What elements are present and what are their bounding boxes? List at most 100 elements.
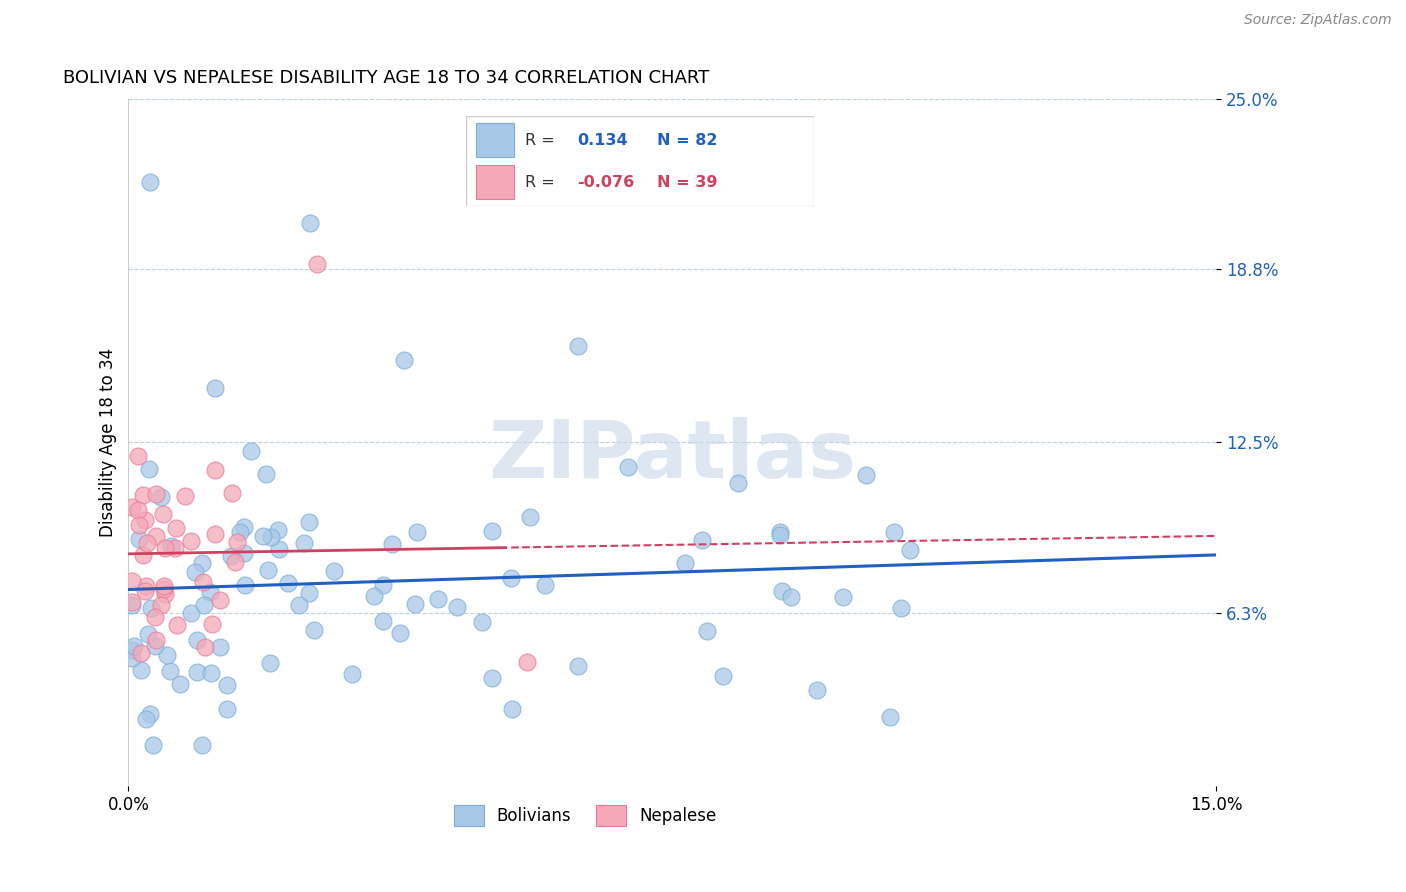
Y-axis label: Disability Age 18 to 34: Disability Age 18 to 34 [100, 348, 117, 537]
Point [567, 339, 589, 353]
Point [769, 528, 792, 542]
Point [727, 475, 749, 490]
Point [292, 535, 315, 549]
Point [201, 617, 224, 632]
Point [138, 627, 160, 641]
Point [673, 556, 696, 570]
Point [221, 486, 243, 500]
Point [254, 467, 277, 482]
Point [155, 587, 177, 601]
Point [194, 640, 217, 654]
Point [226, 535, 249, 549]
Point [134, 513, 156, 527]
Point [499, 571, 522, 585]
Point [190, 738, 212, 752]
Point [208, 640, 231, 654]
Point [363, 589, 385, 603]
Point [232, 520, 254, 534]
Point [145, 633, 167, 648]
Point [135, 536, 157, 550]
Point [127, 502, 149, 516]
Point [121, 500, 143, 514]
Point [617, 459, 640, 474]
Point [298, 586, 321, 600]
Point [128, 533, 150, 547]
Point [186, 632, 208, 647]
Point [143, 639, 166, 653]
Point [159, 664, 181, 678]
Point [471, 615, 494, 629]
Point [446, 600, 468, 615]
Point [516, 655, 538, 669]
Point [392, 353, 415, 368]
Point [404, 597, 426, 611]
Point [186, 665, 208, 679]
Point [121, 642, 143, 657]
Point [224, 555, 246, 569]
Point [142, 738, 165, 752]
Point [287, 599, 309, 613]
Point [252, 529, 274, 543]
Point [145, 487, 167, 501]
Point [567, 658, 589, 673]
Point [150, 490, 173, 504]
Point [153, 578, 176, 592]
Point [180, 606, 202, 620]
Point [371, 615, 394, 629]
Point [139, 706, 162, 721]
Point [198, 585, 221, 599]
Point [260, 530, 283, 544]
Point [132, 488, 155, 502]
Point [145, 529, 167, 543]
Point [305, 257, 328, 271]
Point [481, 524, 503, 538]
Point [121, 574, 143, 589]
Point [134, 584, 156, 599]
Point [128, 517, 150, 532]
Point [298, 216, 321, 230]
Point [180, 533, 202, 548]
Point [145, 609, 167, 624]
Point [890, 601, 912, 615]
Point [217, 702, 239, 716]
Point [898, 543, 921, 558]
Point [204, 526, 226, 541]
Point [257, 563, 280, 577]
Point [219, 549, 242, 563]
Point [184, 565, 207, 579]
Point [711, 669, 734, 683]
Point [174, 489, 197, 503]
Point [204, 463, 226, 477]
Point [696, 624, 718, 638]
Point [153, 582, 176, 597]
Point [193, 599, 215, 613]
Text: ZIPatlas: ZIPatlas [488, 417, 856, 495]
Point [342, 667, 364, 681]
Point [124, 639, 146, 653]
Point [240, 444, 263, 458]
Point [215, 678, 238, 692]
Point [191, 556, 214, 570]
Point [855, 467, 877, 482]
Point [165, 521, 187, 535]
Point [121, 598, 143, 612]
Point [132, 548, 155, 562]
Point [129, 646, 152, 660]
Point [883, 525, 905, 540]
Point [150, 599, 173, 613]
Point [481, 671, 503, 685]
Point [259, 656, 281, 670]
Point [166, 617, 188, 632]
Point [381, 537, 404, 551]
Point [193, 574, 215, 589]
Point [169, 677, 191, 691]
Point [501, 702, 523, 716]
Point [371, 577, 394, 591]
Point [426, 592, 449, 607]
Point [267, 523, 290, 537]
Point [806, 682, 828, 697]
Point [138, 461, 160, 475]
Point [879, 710, 901, 724]
Point [769, 525, 792, 540]
Point [129, 663, 152, 677]
